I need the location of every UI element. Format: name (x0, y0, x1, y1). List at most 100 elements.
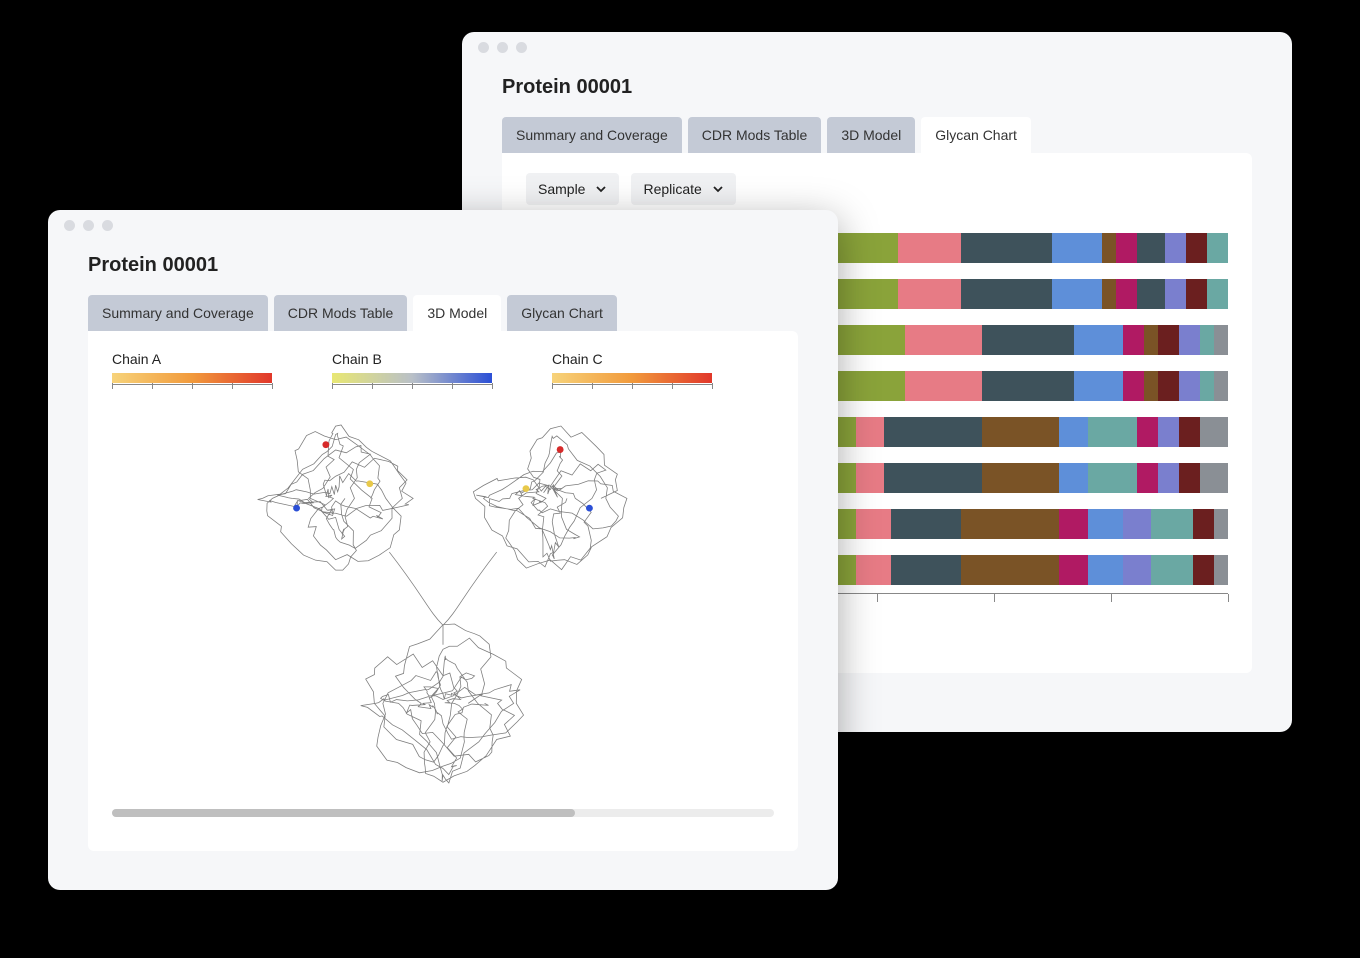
bar-segment (1052, 279, 1101, 309)
chevron-down-icon (712, 183, 724, 195)
page-title: Protein 00001 (502, 76, 1252, 99)
bar-segment (898, 233, 961, 263)
bar-segment (856, 417, 884, 447)
bar-segment (1214, 555, 1228, 585)
tab-summary[interactable]: Summary and Coverage (502, 117, 682, 153)
window-dot (516, 42, 527, 53)
bar-segment (982, 325, 1073, 355)
bar-segment (1123, 325, 1144, 355)
tab-3d-model[interactable]: 3D Model (827, 117, 915, 153)
bar-segment (1088, 417, 1137, 447)
bar-segment (1158, 371, 1179, 401)
bar-segment (1214, 509, 1228, 539)
tab-cdr-mods[interactable]: CDR Mods Table (688, 117, 822, 153)
bar-segment (891, 509, 961, 539)
bar-segment (1186, 279, 1207, 309)
bar-segment (1059, 417, 1087, 447)
bar-segment (898, 279, 961, 309)
bar-segment (1123, 371, 1144, 401)
chain-legends: Chain A Chain B Chain C (112, 351, 774, 383)
bar-segment (1088, 509, 1123, 539)
bar-segment (1137, 279, 1165, 309)
window-3d-model: Protein 00001 Summary and Coverage CDR M… (48, 210, 838, 890)
bar-segment (1137, 233, 1165, 263)
bar-segment (1059, 555, 1087, 585)
bar-segment (884, 417, 982, 447)
bar-segment (1207, 279, 1228, 309)
bar-segment (982, 463, 1059, 493)
bar-segment (1214, 325, 1228, 355)
bar-segment (1137, 463, 1158, 493)
bar-segment (856, 555, 891, 585)
bar-segment (1200, 417, 1228, 447)
titlebar (462, 32, 1292, 62)
bar-segment (1151, 509, 1193, 539)
chain-gradient (552, 373, 712, 383)
replicate-dropdown[interactable]: Replicate (631, 173, 735, 205)
chain-legend: Chain C (552, 351, 712, 383)
bar-segment (891, 555, 961, 585)
tabs: Summary and Coverage CDR Mods Table 3D M… (502, 117, 1252, 153)
chain-legend: Chain A (112, 351, 272, 383)
protein-3d-viewer[interactable] (112, 391, 774, 801)
model-panel: Chain A Chain B Chain C (88, 331, 798, 851)
tab-cdr-mods[interactable]: CDR Mods Table (274, 295, 408, 331)
bar-segment (961, 509, 1059, 539)
bar-segment (1158, 325, 1179, 355)
bar-segment (1186, 233, 1207, 263)
tab-glycan-chart[interactable]: Glycan Chart (507, 295, 617, 331)
bar-segment (884, 463, 982, 493)
bar-segment (1144, 371, 1158, 401)
bar-segment (1116, 233, 1137, 263)
page-title: Protein 00001 (88, 254, 798, 277)
chain-gradient (112, 373, 272, 383)
titlebar (48, 210, 838, 240)
bar-segment (982, 371, 1073, 401)
bar-segment (1179, 463, 1200, 493)
chain-label: Chain A (112, 351, 272, 367)
bar-segment (1102, 233, 1116, 263)
bar-segment (1116, 279, 1137, 309)
chain-legend: Chain B (332, 351, 492, 383)
bar-segment (856, 463, 884, 493)
bar-segment (1144, 325, 1158, 355)
bar-segment (1158, 417, 1179, 447)
bar-segment (1200, 371, 1214, 401)
bar-segment (1052, 233, 1101, 263)
chain-gradient (332, 373, 492, 383)
window-dot (497, 42, 508, 53)
bar-segment (1200, 463, 1228, 493)
bar-segment (1165, 279, 1186, 309)
bar-segment (905, 325, 982, 355)
horizontal-scrollbar[interactable] (112, 809, 774, 817)
tab-3d-model[interactable]: 3D Model (413, 295, 501, 331)
bar-segment (1151, 555, 1193, 585)
bar-segment (1088, 463, 1137, 493)
filters: Sample Replicate (526, 173, 1228, 205)
bar-segment (1179, 371, 1200, 401)
bar-segment (1123, 555, 1151, 585)
bar-segment (1207, 233, 1228, 263)
bar-segment (961, 555, 1059, 585)
bar-segment (1158, 463, 1179, 493)
tabs: Summary and Coverage CDR Mods Table 3D M… (88, 295, 798, 331)
sample-dropdown[interactable]: Sample (526, 173, 619, 205)
bar-segment (1165, 233, 1186, 263)
bar-segment (1059, 509, 1087, 539)
bar-segment (961, 279, 1052, 309)
replicate-dropdown-label: Replicate (643, 181, 701, 197)
sample-dropdown-label: Sample (538, 181, 585, 197)
scrollbar-thumb[interactable] (112, 809, 575, 817)
bar-segment (1179, 325, 1200, 355)
bar-segment (1179, 417, 1200, 447)
tab-glycan-chart[interactable]: Glycan Chart (921, 117, 1031, 153)
bar-segment (1123, 509, 1151, 539)
window-dot (83, 220, 94, 231)
tab-summary[interactable]: Summary and Coverage (88, 295, 268, 331)
bar-segment (961, 233, 1052, 263)
window-dot (64, 220, 75, 231)
chain-label: Chain B (332, 351, 492, 367)
bar-segment (982, 417, 1059, 447)
bar-segment (1200, 325, 1214, 355)
bar-segment (1074, 325, 1123, 355)
